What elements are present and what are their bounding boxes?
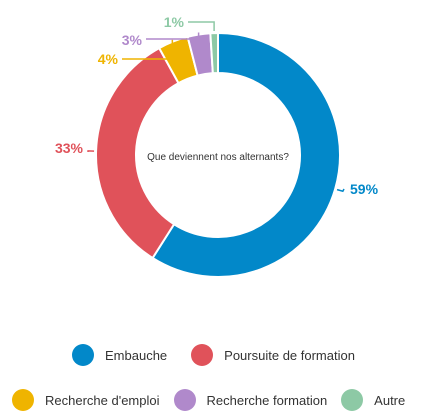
data-label-recherche-emploi: 4%	[98, 51, 119, 67]
data-label-autre: 1%	[164, 14, 185, 30]
data-label-recherche-formation: 3%	[122, 32, 143, 48]
legend-item-recherche-formation[interactable]: Recherche formation	[173, 389, 328, 411]
leader-line-autre	[188, 21, 215, 32]
legend-marker	[341, 389, 364, 411]
legend-label: Recherche formation	[206, 392, 328, 408]
legend-label: Poursuite de formation	[224, 347, 355, 363]
leader-line-recherche-formation	[146, 32, 200, 40]
legend-item-embauche[interactable]: Embauche	[72, 344, 167, 366]
data-label-poursuite-de-formation: 33%	[55, 140, 84, 156]
legend-label: Autre	[374, 392, 406, 408]
legend-row-1: Embauche Poursuite de formation	[72, 344, 369, 366]
legend-row-2: Recherche d'emploi Recherche formation A…	[12, 389, 419, 411]
slice-poursuite-de-formation[interactable]	[95, 46, 180, 260]
legend-marker	[72, 344, 94, 366]
leader-line-recherche-emploi	[122, 39, 174, 60]
legend-item-recherche-emploi[interactable]: Recherche d'emploi	[12, 389, 160, 411]
legend-item-autre[interactable]: Autre	[341, 389, 405, 411]
data-label-embauche: 59%	[350, 181, 379, 197]
leader-line-poursuite-de-formation	[87, 150, 95, 153]
slice-embauche[interactable]	[151, 31, 341, 278]
legend-label: Recherche d'emploi	[45, 392, 160, 408]
leader-line-embauche	[336, 188, 345, 193]
legend-label: Embauche	[105, 347, 168, 363]
legend-item-poursuite-de-formation[interactable]: Poursuite de formation	[191, 344, 355, 366]
data-labels-group: 59% 33% 4%3% 1%	[55, 14, 379, 197]
legend-marker	[191, 344, 214, 366]
slice-autre[interactable]	[209, 31, 219, 75]
chart-title: Que deviennent nos alternants?	[147, 152, 289, 163]
legend-marker	[173, 389, 196, 411]
slices-group	[95, 31, 341, 278]
legend-marker	[12, 389, 34, 411]
